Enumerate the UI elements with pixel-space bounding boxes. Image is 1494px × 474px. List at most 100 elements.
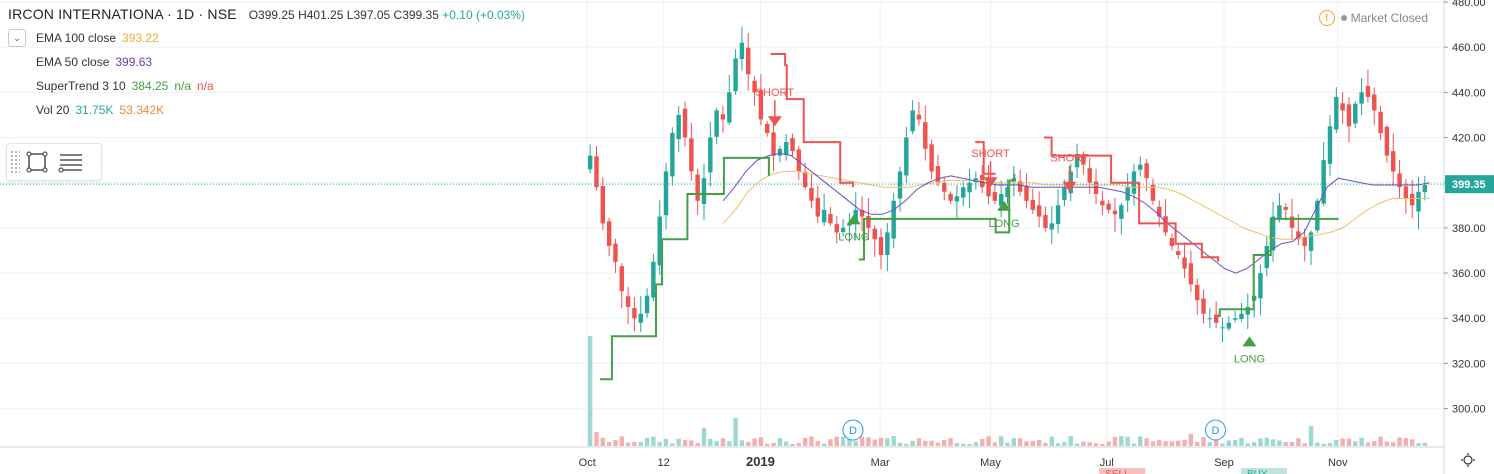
candle-body[interactable] [904, 137, 909, 176]
rectangle-tool-button[interactable] [20, 145, 54, 179]
candle-body[interactable] [828, 214, 833, 224]
chevron-down-icon[interactable]: ⌄ [8, 29, 26, 47]
candle-body[interactable] [796, 149, 802, 172]
candle-body[interactable] [689, 138, 694, 172]
dividend-marker[interactable] [1205, 419, 1227, 441]
candle-body[interactable] [1245, 306, 1250, 315]
candle-body[interactable] [619, 266, 624, 292]
trade-label-badge[interactable] [1240, 468, 1287, 474]
candle-body[interactable] [954, 196, 960, 202]
candle-body[interactable] [1188, 263, 1194, 285]
candle-body[interactable] [1017, 181, 1023, 192]
candle-body[interactable] [670, 133, 675, 177]
candle-body[interactable] [1093, 181, 1099, 195]
candle-body[interactable] [777, 148, 783, 156]
symbol-title[interactable]: IRCON INTERNATIONA · 1D · NSE [8, 6, 237, 22]
candle-body[interactable] [916, 114, 922, 120]
candle-body[interactable] [1106, 203, 1111, 210]
candle-body[interactable] [1391, 151, 1396, 172]
candle-body[interactable] [1207, 318, 1213, 320]
candle-body[interactable] [1422, 184, 1428, 193]
candle-body[interactable] [866, 215, 871, 228]
candle-body[interactable] [948, 194, 953, 201]
candle-body[interactable] [783, 142, 789, 155]
candle-body[interactable] [708, 137, 713, 173]
candle-body[interactable] [1403, 186, 1409, 199]
candle-body[interactable] [1119, 205, 1124, 219]
candle-body[interactable] [739, 42, 745, 60]
candle-body[interactable] [923, 122, 928, 149]
zoom-icon[interactable] [1461, 453, 1475, 467]
candle-body[interactable] [1258, 273, 1263, 299]
candle-body[interactable] [992, 192, 998, 201]
candle-body[interactable] [1138, 164, 1143, 170]
candle-body[interactable] [1327, 126, 1333, 164]
indicator-row-ema100[interactable]: ⌄ EMA 100 close 393.22 [8, 26, 525, 50]
candle-body[interactable] [998, 194, 1004, 206]
candle-body[interactable] [1232, 318, 1238, 320]
candle-body[interactable] [676, 114, 681, 140]
candle-body[interactable] [758, 90, 764, 120]
candle-body[interactable] [1194, 284, 1200, 301]
candle-body[interactable] [802, 171, 808, 188]
candle-body[interactable] [1365, 86, 1371, 97]
candle-body[interactable] [1055, 205, 1061, 225]
candle-body[interactable] [651, 261, 656, 298]
candle-body[interactable] [847, 223, 852, 226]
candle-body[interactable] [1036, 205, 1042, 217]
candle-body[interactable] [1372, 94, 1377, 111]
candle-body[interactable] [638, 313, 643, 323]
candle-body[interactable] [632, 308, 637, 319]
candle-body[interactable] [771, 132, 776, 156]
candle-body[interactable] [663, 171, 669, 216]
candle-body[interactable] [1277, 205, 1282, 219]
candle-body[interactable] [1264, 245, 1269, 269]
candle-body[interactable] [613, 243, 618, 262]
candle-body[interactable] [1346, 104, 1352, 127]
candle-body[interactable] [1226, 322, 1232, 329]
candle-body[interactable] [853, 209, 858, 224]
candle-body[interactable] [815, 197, 821, 217]
candle-body[interactable] [1213, 314, 1219, 323]
candle-body[interactable] [1150, 184, 1156, 201]
candle-body[interactable] [929, 144, 934, 172]
candle-body[interactable] [878, 237, 884, 255]
candle-body[interactable] [1296, 231, 1301, 240]
candle-body[interactable] [790, 138, 795, 152]
candle-body[interactable] [1283, 206, 1288, 210]
candle-body[interactable] [1302, 237, 1307, 246]
candle-body[interactable] [606, 221, 612, 246]
candle-body[interactable] [986, 181, 991, 197]
candle-body[interactable] [600, 186, 606, 224]
candle-body[interactable] [1176, 251, 1181, 255]
candle-body[interactable] [1024, 185, 1029, 201]
candle-body[interactable] [657, 216, 662, 266]
candle-body[interactable] [859, 209, 865, 217]
candle-body[interactable] [594, 156, 599, 188]
candle-body[interactable] [1112, 210, 1118, 215]
candle-body[interactable] [1201, 298, 1206, 314]
candle-body[interactable] [1144, 163, 1149, 179]
candle-body[interactable] [1315, 200, 1320, 231]
candle-body[interactable] [834, 224, 839, 233]
trade-label-badge[interactable] [1099, 468, 1146, 474]
candle-body[interactable] [821, 209, 827, 223]
candle-body[interactable] [961, 187, 966, 198]
candle-body[interactable] [1087, 168, 1092, 183]
candle-body[interactable] [1409, 193, 1415, 206]
warning-icon[interactable]: ! [1318, 10, 1335, 26]
candle-body[interactable] [695, 174, 700, 201]
candle-body[interactable] [979, 175, 985, 188]
indicator-row-supertrend[interactable]: SuperTrend 3 10 384.25 n/a n/a [8, 74, 525, 98]
candle-body[interactable] [1043, 215, 1048, 228]
candle-body[interactable] [1378, 111, 1383, 134]
candle-body[interactable] [942, 182, 947, 192]
candle-body[interactable] [752, 80, 757, 93]
candle-body[interactable] [1353, 103, 1358, 124]
candle-body[interactable] [1081, 156, 1086, 165]
indicator-row-volume[interactable]: Vol 20 31.75K 53.342K [8, 98, 525, 122]
candle-body[interactable] [733, 58, 738, 92]
candle-body[interactable] [840, 227, 846, 233]
candle-body[interactable] [1049, 223, 1054, 230]
